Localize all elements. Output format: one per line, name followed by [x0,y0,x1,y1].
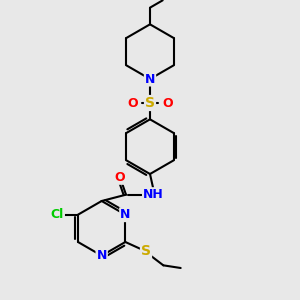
Text: N: N [120,208,130,221]
Text: O: O [162,97,172,110]
Text: S: S [141,244,151,258]
Text: N: N [97,249,107,262]
Text: N: N [145,73,155,85]
Text: Cl: Cl [51,208,64,221]
Text: S: S [145,96,155,110]
Text: NH: NH [143,188,164,201]
Text: O: O [128,97,138,110]
Text: O: O [115,171,125,184]
